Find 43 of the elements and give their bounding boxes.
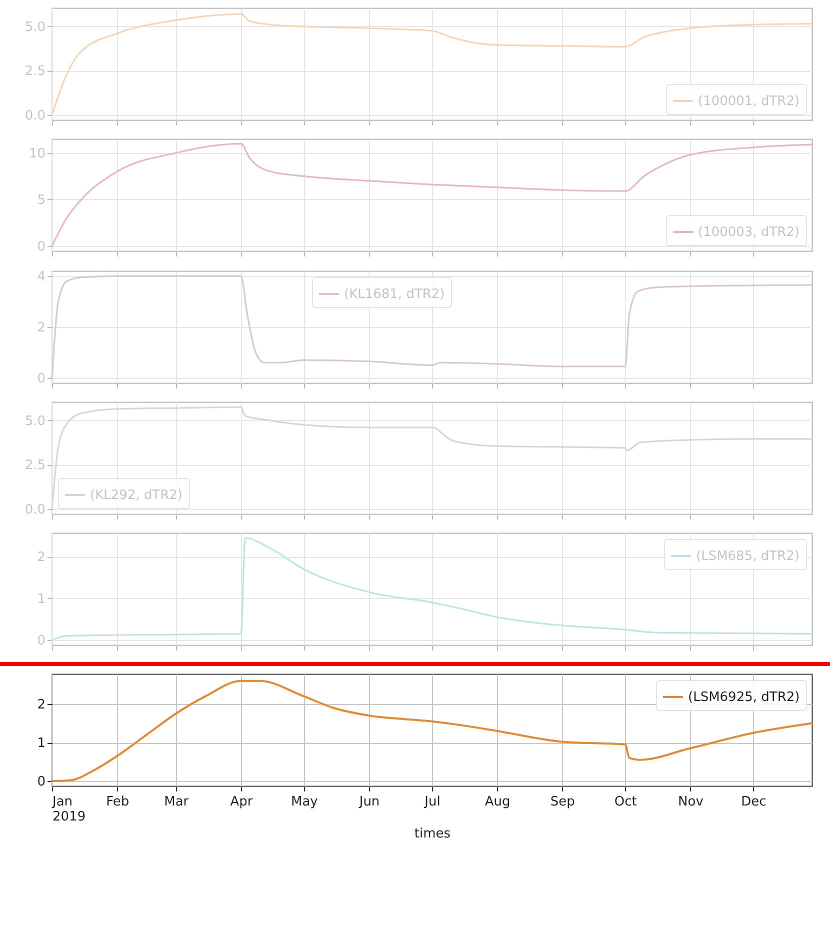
y-tick-label: 0.0 — [24, 108, 46, 124]
y-tick-label: 5 — [37, 192, 46, 208]
y-tick-label: 0 — [37, 239, 46, 254]
x-tick-label: May — [290, 794, 318, 810]
y-tick-label: 10 — [28, 146, 46, 162]
x-tick-label: Dec — [741, 794, 766, 810]
x-axis-title: times — [414, 826, 451, 842]
x-tick-label: Jun — [358, 794, 380, 810]
line-series — [51, 142, 813, 247]
x-tick-label: Jan 2019 — [52, 794, 86, 824]
legend-label: (LSM685, dTR2) — [696, 549, 800, 564]
line-series — [51, 13, 813, 116]
line-series — [51, 537, 813, 641]
legend-label: (100003, dTR2) — [698, 225, 800, 240]
x-tick-label: Oct — [614, 794, 637, 810]
y-tick-label: 2 — [37, 320, 46, 336]
y-tick-label: 2 — [37, 550, 46, 566]
y-tick-label: 0 — [37, 774, 46, 790]
y-tick-label: 2.5 — [24, 64, 46, 80]
legend-label: (LSM6925, dTR2) — [688, 690, 800, 705]
y-tick-label: 5.0 — [24, 414, 46, 429]
y-tick-label: 0 — [37, 371, 46, 386]
line-series — [51, 680, 813, 782]
x-tick-label: Aug — [484, 794, 510, 810]
y-tick-label: 5.0 — [24, 20, 46, 35]
y-tick-label: 1 — [37, 592, 46, 607]
y-tick-label: 4 — [37, 270, 46, 285]
y-tick-label: 2.5 — [24, 458, 46, 474]
x-tick-label: Feb — [106, 794, 130, 810]
y-tick-label: 2 — [37, 698, 46, 713]
y-tick-label: 0 — [37, 634, 46, 649]
y-tick-label: 0.0 — [24, 502, 46, 518]
legend-label: (KL292, dTR2) — [90, 488, 182, 503]
legend-label: (KL1681, dTR2) — [344, 287, 445, 302]
line-series — [51, 406, 813, 510]
x-tick-label: Sep — [550, 794, 575, 810]
line-series — [51, 275, 813, 379]
x-tick-label: Mar — [164, 794, 190, 810]
y-tick-label: 1 — [37, 736, 46, 752]
x-tick-label: Apr — [230, 794, 254, 810]
x-tick-label: Nov — [678, 794, 704, 810]
x-tick-label: Jul — [424, 794, 440, 810]
legend-label: (100001, dTR2) — [698, 94, 800, 109]
